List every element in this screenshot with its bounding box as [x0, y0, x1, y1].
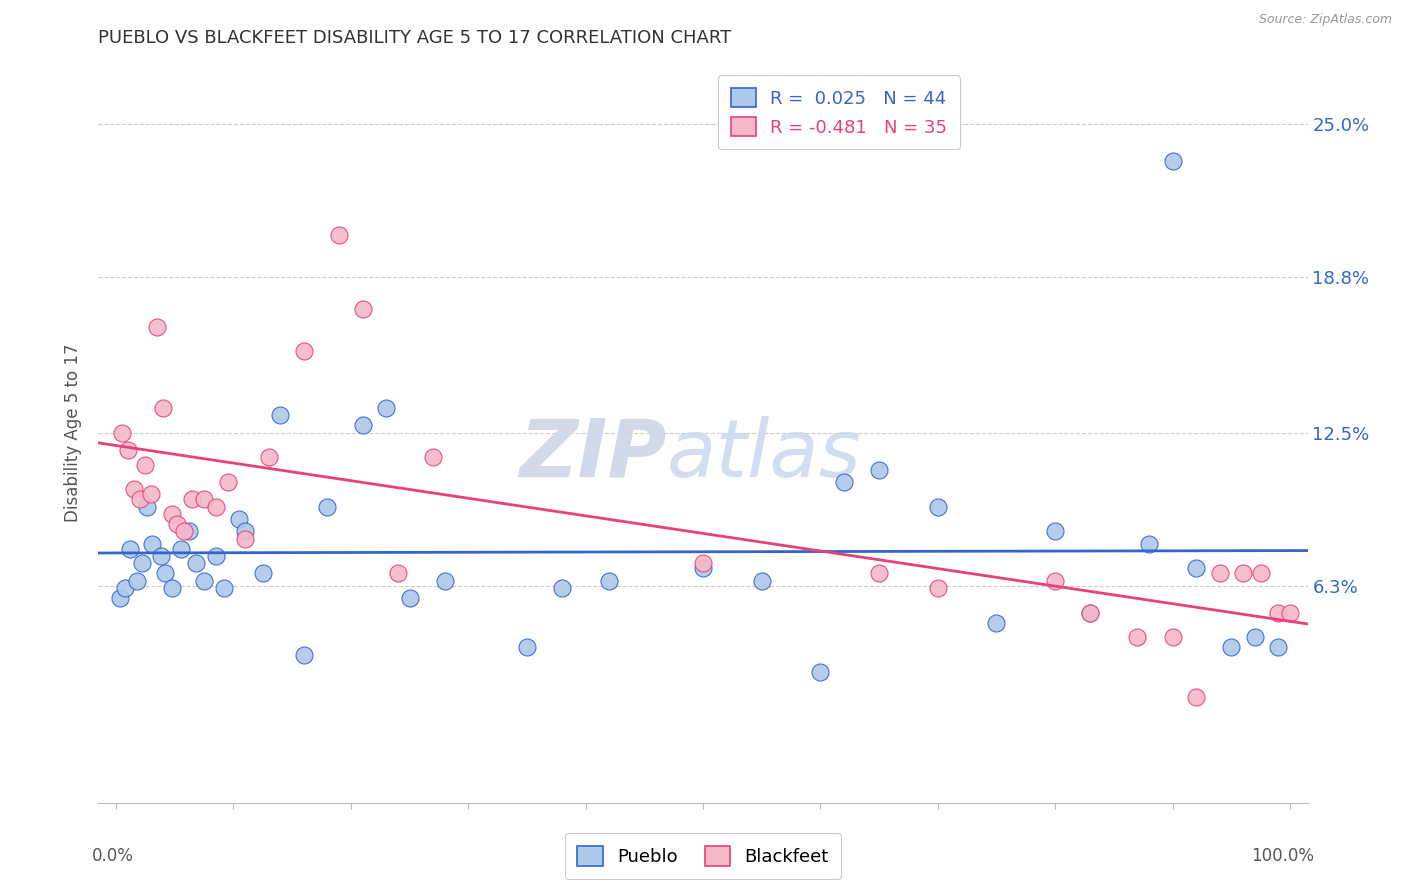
Point: [155, 566, 177, 581]
Point: [169, 541, 191, 556]
Point: [1250, 566, 1272, 581]
Point: [184, 557, 207, 571]
Text: 100.0%: 100.0%: [1250, 847, 1313, 865]
Point: [257, 450, 280, 465]
Point: [1267, 606, 1289, 620]
Point: [352, 418, 374, 433]
Point: [1278, 606, 1301, 620]
Point: [204, 500, 226, 514]
Point: [692, 557, 714, 571]
Point: [316, 500, 339, 514]
Point: [808, 665, 831, 679]
Y-axis label: Disability Age 5 to 17: Disability Age 5 to 17: [65, 343, 83, 522]
Point: [1080, 606, 1102, 620]
Text: atlas: atlas: [666, 416, 862, 494]
Point: [398, 591, 420, 605]
Point: [177, 524, 200, 539]
Point: [927, 581, 949, 595]
Point: [1185, 561, 1208, 575]
Point: [1267, 640, 1289, 655]
Point: [352, 302, 374, 317]
Point: [1043, 574, 1066, 588]
Point: [193, 492, 215, 507]
Point: [114, 581, 136, 595]
Point: [551, 581, 574, 595]
Point: [252, 566, 274, 581]
Point: [152, 401, 174, 415]
Point: [375, 401, 398, 415]
Point: [131, 557, 153, 571]
Point: [269, 409, 291, 423]
Point: [162, 507, 184, 521]
Point: [204, 549, 226, 563]
Text: Source: ZipAtlas.com: Source: ZipAtlas.com: [1258, 13, 1392, 27]
Text: ZIP: ZIP: [519, 416, 666, 494]
Text: 0.0%: 0.0%: [93, 847, 134, 865]
Point: [149, 549, 172, 563]
Point: [328, 228, 350, 243]
Point: [162, 581, 184, 595]
Point: [598, 574, 620, 588]
Point: [1126, 631, 1149, 645]
Point: [1161, 631, 1184, 645]
Point: [228, 512, 250, 526]
Point: [751, 574, 773, 588]
Point: [292, 648, 315, 662]
Point: [692, 561, 714, 575]
Point: [1161, 154, 1184, 169]
Point: [1080, 606, 1102, 620]
Point: [433, 574, 456, 588]
Point: [181, 492, 204, 507]
Point: [128, 492, 150, 507]
Point: [1208, 566, 1230, 581]
Point: [135, 500, 157, 514]
Point: [1243, 631, 1265, 645]
Text: PUEBLO VS BLACKFEET DISABILITY AGE 5 TO 17 CORRELATION CHART: PUEBLO VS BLACKFEET DISABILITY AGE 5 TO …: [98, 29, 731, 47]
Point: [1043, 524, 1066, 539]
Point: [516, 640, 538, 655]
Point: [868, 462, 890, 476]
Point: [117, 442, 139, 457]
Point: [193, 574, 215, 588]
Point: [134, 458, 156, 472]
Point: [120, 541, 142, 556]
Point: [173, 524, 195, 539]
Point: [212, 581, 235, 595]
Point: [233, 532, 256, 546]
Point: [1137, 536, 1160, 550]
Point: [108, 591, 131, 605]
Point: [1220, 640, 1243, 655]
Point: [1232, 566, 1254, 581]
Point: [986, 615, 1008, 630]
Point: [122, 483, 145, 497]
Point: [111, 425, 134, 440]
Point: [1185, 690, 1208, 704]
Point: [166, 516, 188, 531]
Point: [141, 536, 163, 550]
Point: [292, 344, 315, 359]
Point: [868, 566, 890, 581]
Point: [233, 524, 256, 539]
Legend: Pueblo, Blackfeet: Pueblo, Blackfeet: [565, 833, 841, 879]
Point: [927, 500, 949, 514]
Point: [217, 475, 239, 489]
Point: [422, 450, 444, 465]
Point: [146, 319, 169, 334]
Legend: R =  0.025   N = 44, R = -0.481   N = 35: R = 0.025 N = 44, R = -0.481 N = 35: [718, 75, 960, 149]
Point: [127, 574, 149, 588]
Point: [387, 566, 409, 581]
Point: [832, 475, 855, 489]
Point: [141, 487, 163, 501]
